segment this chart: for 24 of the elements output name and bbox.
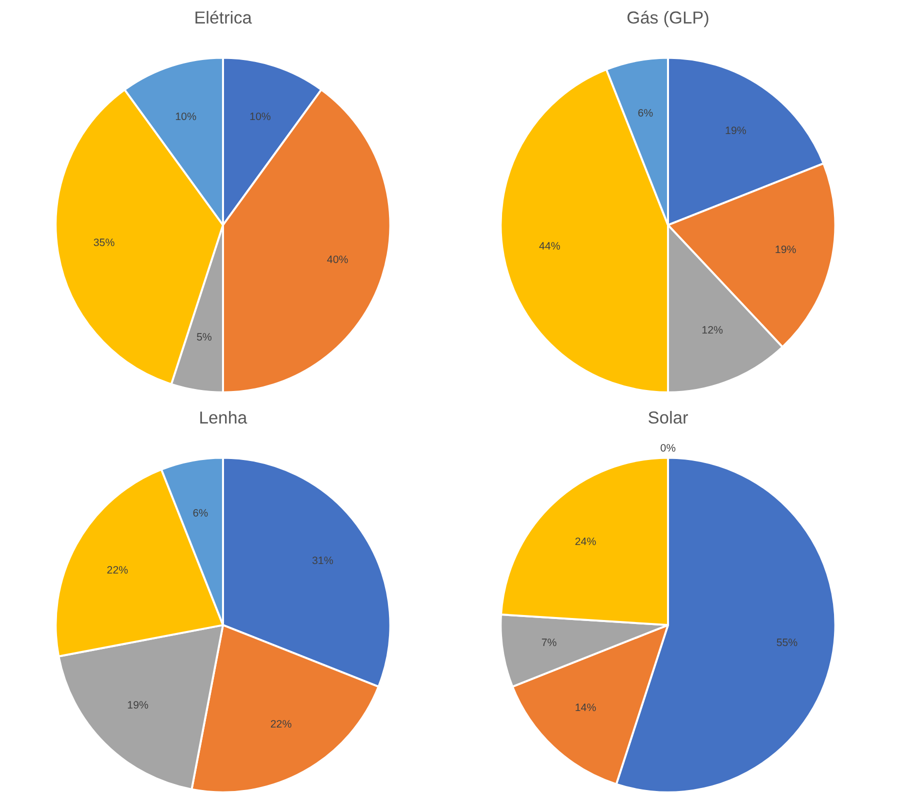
chart-title: Elétrica: [194, 8, 252, 28]
data-label: 35%: [93, 236, 116, 249]
data-label: 22%: [270, 718, 292, 731]
data-label: 12%: [702, 324, 724, 337]
data-label: 6%: [192, 507, 209, 520]
data-label: 19%: [725, 125, 747, 138]
data-label: 55%: [776, 636, 798, 649]
data-label: 40%: [326, 254, 349, 266]
data-label: 10%: [250, 110, 272, 123]
data-label: 7%: [541, 636, 558, 649]
text: 0%: [660, 442, 676, 454]
data-label: 5%: [196, 331, 212, 344]
data-label: 44%: [539, 240, 561, 252]
data-label: 6%: [638, 107, 654, 120]
chart-title: Gás (GLP): [626, 8, 710, 28]
data-label: 24%: [574, 536, 597, 548]
data-label: 31%: [312, 555, 334, 568]
data-label: 10%: [175, 110, 197, 123]
data-label: 19%: [774, 244, 797, 256]
data-label: 14%: [574, 702, 597, 714]
chart-title: Solar: [648, 408, 688, 428]
chart-title: Lenha: [198, 408, 248, 428]
data-label: 22%: [106, 564, 129, 576]
data-label: 19%: [127, 699, 150, 712]
